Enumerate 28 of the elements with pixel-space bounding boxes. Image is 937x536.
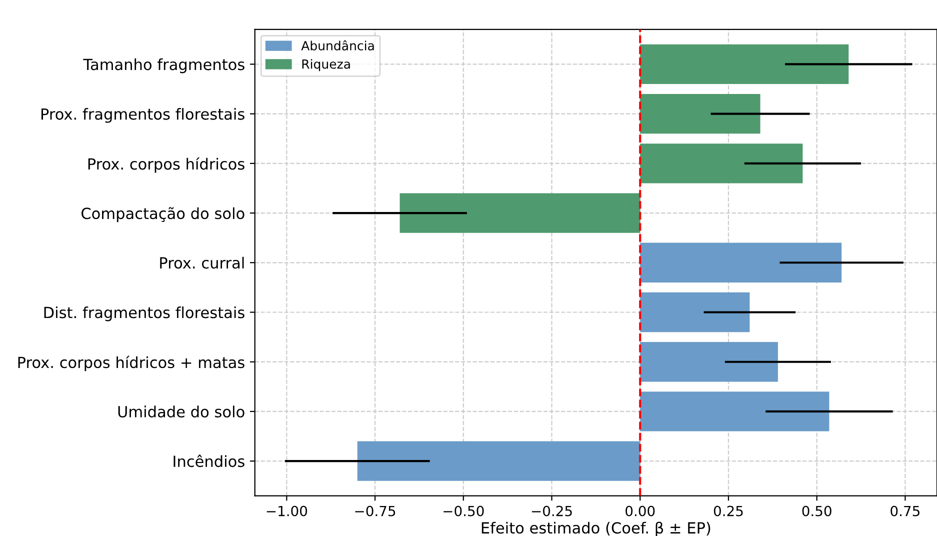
bar: [640, 392, 830, 432]
x-tick-label: −1.00: [266, 506, 308, 516]
y-tick-label: Prox. corpos hídricos + matas: [18, 356, 244, 372]
bar: [357, 441, 640, 481]
bar: [400, 193, 640, 233]
y-tick-label: Incêndios: [174, 454, 244, 468]
bar: [640, 292, 750, 332]
y-tick-label: Prox. fragmentos florestais: [41, 108, 244, 123]
legend-label: Riqueza: [302, 59, 350, 72]
x-tick-label: −0.75: [355, 506, 396, 516]
x-tick-label: −0.50: [444, 506, 484, 516]
x-tick-label: −0.25: [532, 506, 572, 516]
x-tick-label: 0.75: [890, 506, 920, 516]
x-tick-label: 0.25: [714, 506, 743, 516]
bar: [640, 44, 849, 84]
legend-label: Abundância: [301, 40, 374, 50]
y-tick-label: Tamanho fragmentos: [83, 58, 244, 74]
bar: [640, 242, 842, 282]
bar: [640, 342, 778, 382]
y-tick-label: Compactação do solo: [82, 207, 244, 222]
bar: [640, 144, 803, 184]
x-tick-label: 0.00: [626, 506, 655, 516]
bar: [640, 94, 760, 134]
y-tick-label: Dist. fragmentos florestais: [44, 306, 244, 322]
y-tick-label: Prox. curral: [160, 256, 244, 269]
y-tick-label: Umidade do solo: [118, 406, 244, 418]
y-tick-label: Prox. corpos hídricos: [88, 157, 244, 173]
x-tick-label: 0.50: [802, 506, 832, 516]
